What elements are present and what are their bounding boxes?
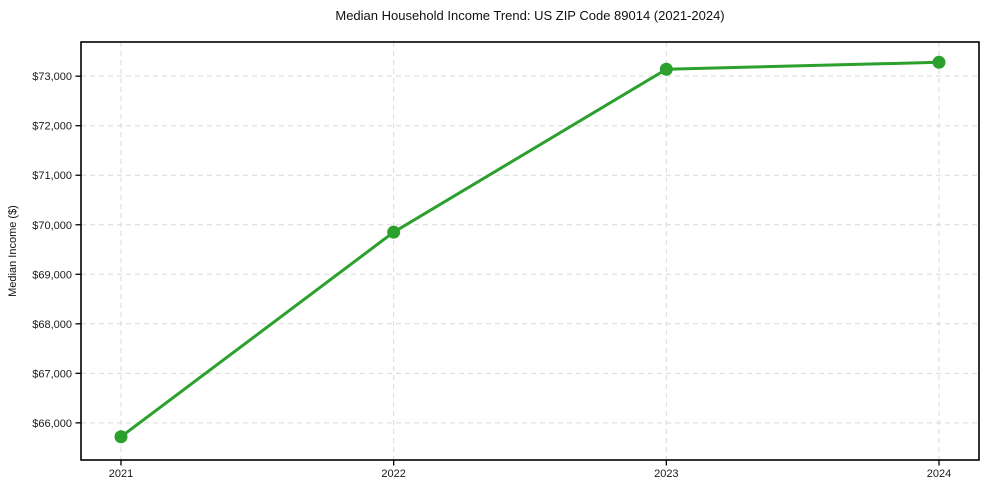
- y-tick-label: $68,000: [32, 319, 72, 331]
- chart-title: Median Household Income Trend: US ZIP Co…: [335, 8, 725, 23]
- y-tick-label: $71,000: [32, 170, 72, 182]
- x-tick-label: 2024: [927, 468, 951, 480]
- data-point-2022: [387, 225, 401, 239]
- y-tick-label: $69,000: [32, 269, 72, 281]
- y-tick-label: $72,000: [32, 121, 72, 133]
- y-tick-label: $66,000: [32, 418, 72, 430]
- x-tick-label: 2021: [109, 468, 133, 480]
- y-tick-label: $70,000: [32, 220, 72, 232]
- y-tick-label: $73,000: [32, 71, 72, 83]
- x-tick-label: 2022: [381, 468, 405, 480]
- y-tick-label: $67,000: [32, 368, 72, 380]
- plot-border: [80, 41, 980, 461]
- x-tick-label: 2023: [654, 468, 678, 480]
- data-point-2021: [114, 430, 128, 444]
- data-point-2024: [932, 55, 946, 69]
- trend-line: [119, 60, 941, 439]
- data-point-2023: [659, 62, 673, 76]
